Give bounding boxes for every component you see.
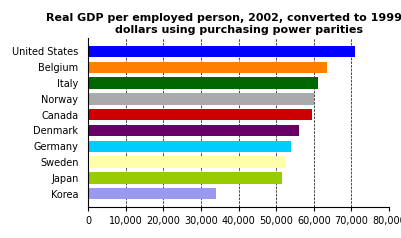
Bar [88, 141, 291, 152]
Title: Real GDP per employed person, 2002, converted to 1999 U.S.
dollars using purchas: Real GDP per employed person, 2002, conv… [46, 13, 401, 35]
Bar [88, 125, 299, 136]
Bar [88, 62, 327, 73]
Bar [88, 77, 318, 89]
Bar [88, 188, 216, 199]
Bar [88, 156, 286, 168]
Bar [88, 172, 282, 183]
Bar [88, 93, 314, 104]
Bar [88, 109, 312, 120]
Bar [88, 46, 355, 57]
